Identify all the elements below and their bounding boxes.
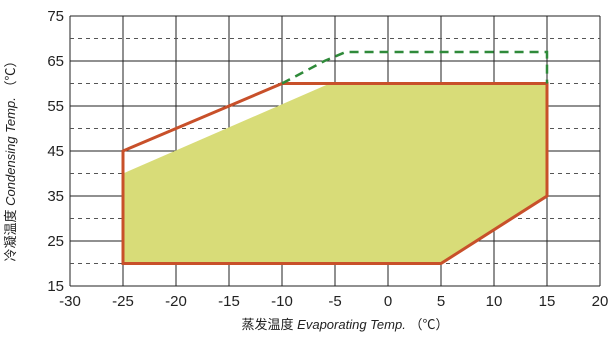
x-tick-label: -20: [165, 293, 187, 310]
x-tick-label: -5: [328, 293, 341, 310]
extended-envelope-dashed-line: [281, 50, 549, 85]
x-tick-label: 0: [384, 293, 392, 310]
x-axis-title-cn: 蒸发温度: [242, 317, 294, 332]
y-tick-label: 25: [47, 233, 64, 250]
y-axis-title: 冷凝温度 Condensing Temp. （℃）: [3, 55, 18, 262]
x-tick-label: 10: [486, 293, 503, 310]
x-axis-title: 蒸发温度 Evaporating Temp. （℃）: [242, 317, 449, 332]
y-tick-label: 75: [47, 8, 64, 25]
x-tick-label: -15: [218, 293, 240, 310]
y-axis-title-unit: （℃）: [3, 55, 18, 94]
operating-region-polygon: [123, 83, 547, 264]
y-tick-label: 35: [47, 188, 64, 205]
x-tick-label: -10: [271, 293, 293, 310]
x-tick-label: 20: [592, 293, 609, 310]
tick-labels: -30 -25 -20 -15 -10 -5 0 5 10 15 20 15 25 35 45 55 65 75: [47, 8, 608, 310]
x-tick-label: 15: [539, 293, 556, 310]
x-axis-title-unit: （℃）: [409, 317, 448, 332]
x-tick-label: 5: [437, 293, 445, 310]
y-axis-title-cn: 冷凝温度: [3, 209, 18, 261]
y-tick-label: 45: [47, 143, 64, 160]
x-tick-label: -30: [59, 293, 81, 310]
operating-region-fill: [123, 83, 547, 264]
y-tick-label: 65: [47, 53, 64, 70]
envelope-lines: [121, 50, 549, 265]
y-axis-title-en: Condensing Temp.: [3, 97, 18, 206]
x-tick-label: -25: [112, 293, 134, 310]
x-axis-title-en: Evaporating Temp.: [297, 317, 406, 332]
y-tick-label: 15: [47, 278, 64, 295]
y-tick-label: 55: [47, 98, 64, 115]
